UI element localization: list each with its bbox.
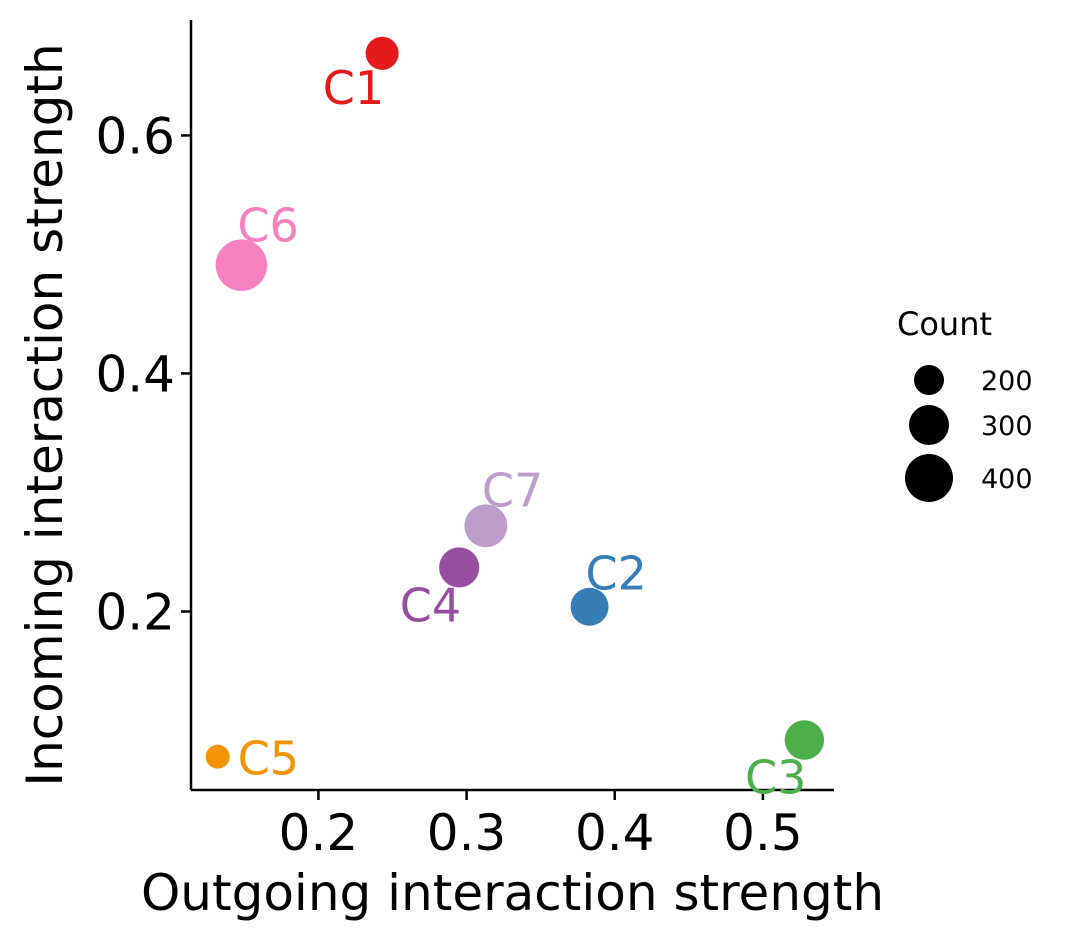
point-c6 (215, 239, 268, 291)
data-points: C1 C2 C3 C4 C5 C6 C7 (205, 36, 825, 805)
point-label-c3: C3 (745, 751, 806, 805)
legend-key-200 (914, 365, 944, 395)
y-ticks: 0.2 0.4 0.6 (95, 107, 191, 641)
x-tick-label: 0.5 (723, 804, 803, 862)
x-ticks: 0.2 0.3 0.4 0.5 (279, 790, 803, 862)
point-label-c7: C7 (482, 463, 543, 517)
x-tick-label: 0.4 (575, 804, 655, 862)
legend-key-400 (905, 454, 953, 502)
size-legend: Count 200 300 400 (897, 305, 1033, 502)
x-tick-label: 0.2 (279, 804, 359, 862)
point-c2 (570, 587, 609, 626)
point-label-c4: C4 (400, 579, 461, 633)
point-label-c2: C2 (586, 547, 647, 601)
legend-label-200: 200 (981, 366, 1033, 397)
axes: 0.2 0.3 0.4 0.5 0.2 0.4 0.6 (95, 20, 834, 862)
legend-entries: 200 300 400 (905, 365, 1033, 502)
legend-key-300 (909, 405, 949, 445)
y-tick-label: 0.4 (95, 345, 175, 403)
y-tick-label: 0.2 (95, 583, 175, 641)
point-label-c1: C1 (323, 61, 384, 115)
x-axis-title: Outgoing interaction strength (141, 864, 884, 922)
y-axis-title: Incoming interaction strength (16, 43, 74, 786)
legend-label-300: 300 (981, 411, 1033, 442)
y-tick-label: 0.6 (95, 107, 175, 165)
point-c1 (365, 36, 399, 70)
point-c7 (464, 504, 508, 548)
point-label-c6: C6 (237, 198, 298, 252)
point-c5 (205, 744, 230, 769)
point-c3 (784, 720, 825, 760)
legend-title: Count (897, 305, 992, 343)
x-tick-label: 0.3 (427, 804, 507, 862)
legend-label-400: 400 (981, 464, 1033, 495)
point-c4 (439, 547, 480, 588)
point-label-c5: C5 (238, 732, 299, 786)
